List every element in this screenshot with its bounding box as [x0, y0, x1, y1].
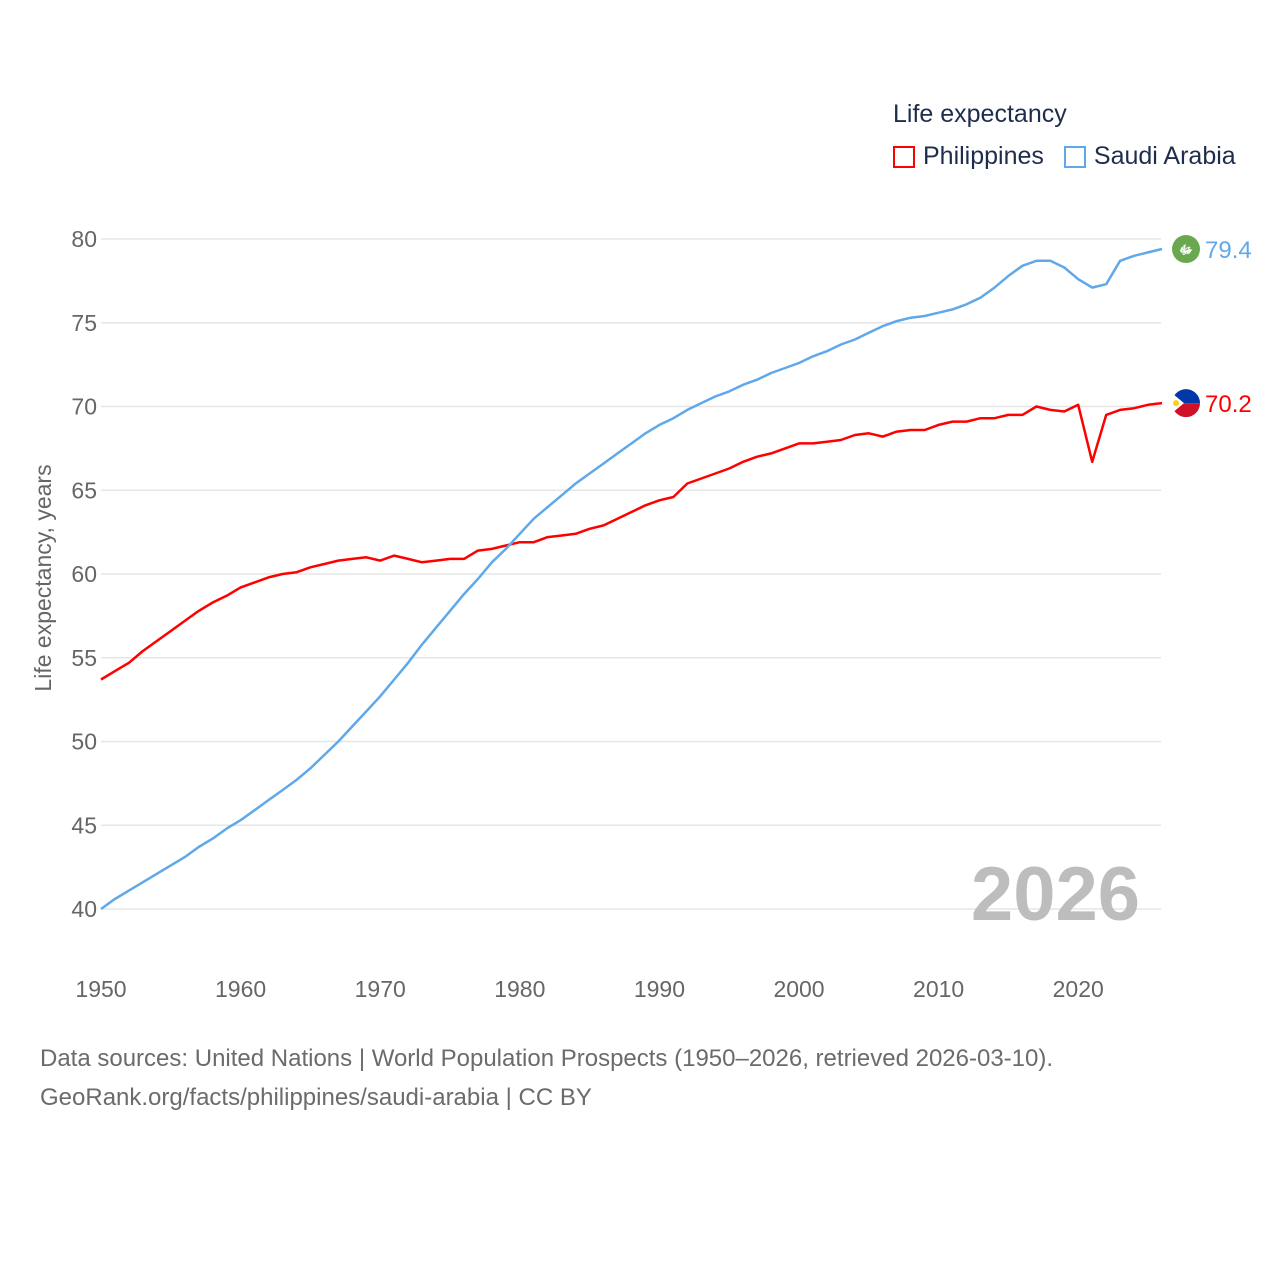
legend-item-saudi-arabia[interactable]: Saudi Arabia [1063, 142, 1236, 171]
legend-label: Philippines [923, 142, 1044, 170]
y-tick-label: 55 [71, 645, 97, 671]
legend-item-philippines[interactable]: Philippines [893, 142, 1044, 171]
y-tick-label: 80 [71, 226, 97, 252]
x-tick-label: 2010 [913, 976, 964, 1002]
x-tick-label: 1980 [494, 976, 545, 1002]
x-tick-label: 1960 [215, 976, 266, 1002]
y-tick-label: 45 [71, 812, 97, 838]
current-year-label: 2026 [971, 852, 1140, 937]
credit-link[interactable]: GeoRank.org/facts/philippines/saudi-arab… [40, 1084, 592, 1111]
series-line-philippines [100, 401, 1163, 681]
y-tick-label: 70 [71, 394, 97, 420]
legend-swatch-philippines [893, 145, 915, 168]
end-value-label: 79.4 [1205, 237, 1252, 264]
legend-label: Saudi Arabia [1093, 142, 1236, 170]
x-tick-label: 2000 [773, 976, 824, 1002]
data-sources: Data sources: United Nations | World Pop… [40, 1045, 1054, 1072]
x-tick-label: 1970 [355, 976, 406, 1002]
y-tick-label: 50 [71, 729, 97, 755]
y-tick-label: 75 [71, 310, 97, 336]
philippines-sun-icon [1173, 400, 1179, 407]
end-value-label: 70.2 [1205, 391, 1252, 418]
saudi-arabia-flag [1172, 235, 1200, 264]
saudi-flag-emblem: ﷻ [1179, 243, 1193, 257]
y-tick-label: 60 [71, 561, 97, 587]
x-tick-label: 1950 [75, 976, 126, 1002]
legend-title: Life expectancy [893, 100, 1067, 128]
y-tick-label: 65 [71, 477, 97, 503]
x-tick-label: 1990 [634, 976, 685, 1002]
legend: Philippines Saudi Arabia [893, 142, 1256, 171]
series-line-saudi-arabia [100, 247, 1163, 911]
y-tick-label: 40 [71, 896, 97, 922]
legend-swatch-saudi-arabia [1063, 145, 1086, 168]
y-axis-title: Life expectancy, years [30, 464, 56, 691]
x-tick-label: 2020 [1053, 976, 1104, 1002]
